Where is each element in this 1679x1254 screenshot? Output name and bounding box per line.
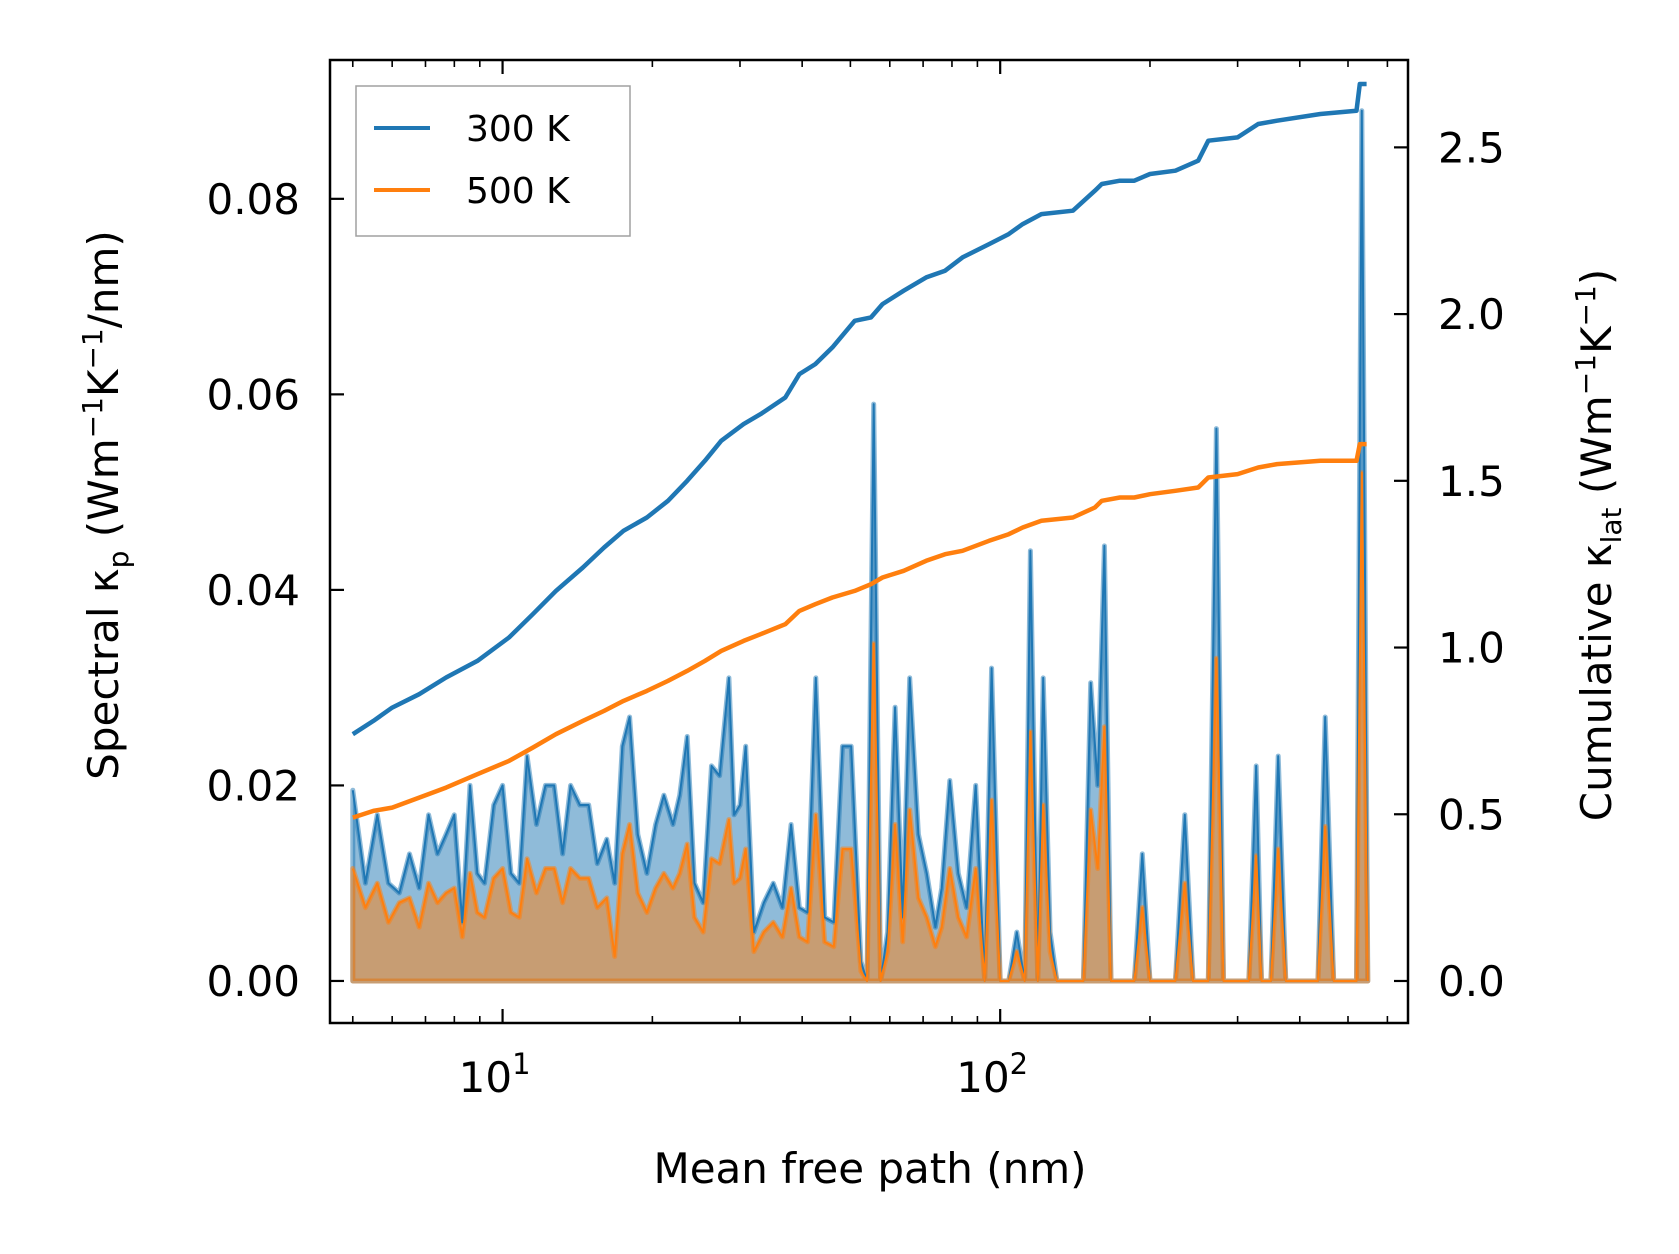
cumulative-line-500k (352, 441, 1367, 820)
y-left-tick-label: 0.04 (206, 566, 300, 615)
tick-labels: 101 102 0.00 0.02 0.04 0.06 0.08 0.0 0.5 1.0 1.5 2.… (206, 123, 1504, 1102)
spectral-line-300k (351, 109, 1369, 982)
y-right-tick-label: 1.0 (1438, 624, 1505, 673)
cumulative-lines (351, 81, 1367, 820)
y-right-tick-label: 1.5 (1438, 457, 1505, 506)
left-axis-title: Spectral κp (Wm−1K−1/nm) (76, 230, 135, 780)
legend-label-300k: 300 K (466, 109, 571, 150)
spectral-lines (351, 109, 1369, 982)
y-right-tick-label: 0.0 (1438, 957, 1505, 1006)
y-left-tick-label: 0.00 (206, 957, 300, 1006)
y-right-tick-label: 2.5 (1438, 123, 1505, 172)
ticks (330, 60, 1408, 1023)
y-left-tick-label: 0.08 (206, 175, 300, 224)
legend-label-500k: 500 K (466, 171, 571, 212)
y-left-tick-label: 0.02 (206, 761, 300, 810)
spectral-line-500k (351, 471, 1369, 982)
x-tick-label: 101 (459, 1047, 531, 1102)
legend-frame (355, 85, 631, 237)
y-right-tick-label: 2.0 (1438, 290, 1505, 339)
y-left-tick-label: 0.06 (206, 370, 300, 419)
x-axis-title: Mean free path (nm) (653, 1144, 1086, 1193)
y-right-tick-label: 0.5 (1438, 790, 1505, 839)
right-axis-title: Cumulative κlat (Wm−1K−1) (1569, 269, 1628, 821)
plot-frame (328, 58, 1410, 1025)
axes (328, 58, 1410, 1025)
cumulative-line-300k (351, 81, 1367, 737)
x-tick-label: 102 (956, 1047, 1028, 1102)
legend: 300 K 500 K (355, 85, 631, 237)
